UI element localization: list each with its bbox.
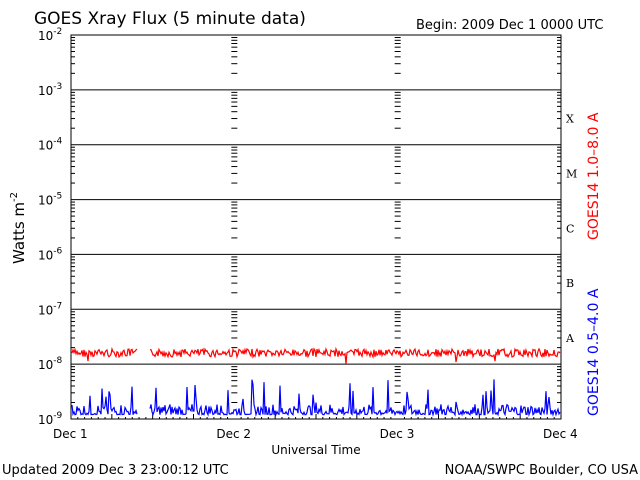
series-line-long [71,346,561,364]
y-tick-label: 10-7 [38,301,62,317]
y-tick-label: 10-8 [38,356,63,372]
chart-title: GOES Xray Flux (5 minute data) [34,9,306,29]
flare-class-label: X [566,113,574,126]
source-label: NOAA/SWPC Boulder, CO USA [445,463,638,478]
flare-class-label: A [565,332,575,345]
y-tick-label: 10-9 [38,411,63,427]
x-tick-label: Dec 2 [216,427,251,441]
updated-label: Updated 2009 Dec 3 23:00:12 UTC [2,463,229,478]
flare-class-label: M [566,167,577,180]
y-tick-label: 10-2 [38,27,62,43]
y-tick-label: 10-3 [38,82,62,98]
series-line-short [71,379,561,417]
flare-class-label: C [566,222,574,235]
series-label-long: GOES14 1.0–8.0 A [586,112,602,240]
x-tick-label: Dec 4 [543,427,578,441]
x-tick-label: Dec 3 [380,427,415,441]
x-axis-label: Universal Time [271,443,360,457]
y-tick-label: 10-5 [38,192,62,208]
y-axis-label: Watts m-2 [9,192,28,264]
plot-frame [70,34,562,420]
series-label-short: GOES14 0.5–4.0 A [586,288,602,416]
x-tick-label: Dec 1 [53,427,88,441]
begin-label: Begin: 2009 Dec 1 0000 UTC [416,18,603,33]
y-tick-label: 10-4 [38,137,63,153]
y-tick-label: 10-6 [38,246,63,262]
flare-class-label: B [566,277,574,290]
